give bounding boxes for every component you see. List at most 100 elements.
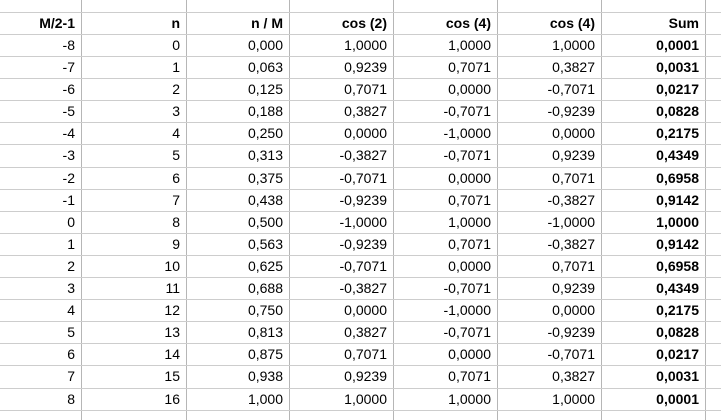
value-cell[interactable]: 0,3827 [290, 101, 394, 123]
value-cell[interactable]: 0,7071 [498, 255, 602, 278]
column-header[interactable]: n [82, 13, 187, 34]
value-cell[interactable]: 4 [82, 123, 187, 145]
value-cell[interactable]: 0,000 [187, 35, 290, 57]
value-cell[interactable]: 1,0000 [290, 388, 394, 410]
value-cell[interactable]: 0,688 [187, 278, 290, 300]
value-cell[interactable]: 0,3827 [290, 322, 394, 344]
value-cell[interactable]: -5 [0, 101, 82, 123]
value-cell[interactable]: -0,7071 [394, 145, 498, 167]
value-cell[interactable]: -7 [0, 57, 82, 79]
sum-cell[interactable]: 0,0031 [602, 57, 706, 79]
sum-cell[interactable]: 0,0001 [602, 35, 706, 57]
value-cell[interactable]: 12 [82, 300, 187, 322]
value-cell[interactable]: 0,7071 [290, 79, 394, 101]
value-cell[interactable]: 0 [0, 211, 82, 233]
value-cell[interactable]: 0,0000 [498, 300, 602, 322]
value-cell[interactable]: 0,188 [187, 101, 290, 123]
value-cell[interactable]: 0 [82, 35, 187, 57]
value-cell[interactable]: 1,0000 [394, 211, 498, 233]
value-cell[interactable]: -0,7071 [394, 101, 498, 123]
value-cell[interactable]: 6 [82, 167, 187, 189]
value-cell[interactable]: -0,7071 [290, 255, 394, 278]
value-cell[interactable]: 0,7071 [394, 57, 498, 79]
value-cell[interactable]: 0,875 [187, 344, 290, 366]
value-cell[interactable]: 0,938 [187, 366, 290, 388]
value-cell[interactable]: -0,9239 [498, 101, 602, 123]
value-cell[interactable]: -1,0000 [394, 123, 498, 145]
value-cell[interactable]: 0,063 [187, 57, 290, 79]
value-cell[interactable]: 5 [82, 145, 187, 167]
value-cell[interactable]: -1 [0, 189, 82, 211]
value-cell[interactable]: 1,0000 [498, 388, 602, 410]
value-cell[interactable]: 0,7071 [394, 233, 498, 255]
value-cell[interactable]: 0,500 [187, 211, 290, 233]
value-cell[interactable]: 14 [82, 344, 187, 366]
value-cell[interactable]: 3 [82, 101, 187, 123]
value-cell[interactable]: 0,313 [187, 145, 290, 167]
value-cell[interactable]: 0,0000 [394, 167, 498, 189]
value-cell[interactable]: 1,0000 [498, 35, 602, 57]
value-cell[interactable]: 1,0000 [394, 388, 498, 410]
value-cell[interactable]: 3 [0, 278, 82, 300]
sum-cell[interactable]: 0,4349 [602, 145, 706, 167]
value-cell[interactable]: 0,0000 [394, 255, 498, 278]
value-cell[interactable]: 7 [0, 366, 82, 388]
sum-cell[interactable]: 0,2175 [602, 300, 706, 322]
value-cell[interactable]: 0,625 [187, 255, 290, 278]
value-cell[interactable]: 13 [82, 322, 187, 344]
value-cell[interactable]: -0,3827 [290, 278, 394, 300]
value-cell[interactable]: 9 [82, 233, 187, 255]
value-cell[interactable]: 0,125 [187, 79, 290, 101]
value-cell[interactable]: -0,3827 [498, 233, 602, 255]
sum-cell[interactable]: 0,0001 [602, 388, 706, 410]
value-cell[interactable]: 0,3827 [498, 57, 602, 79]
value-cell[interactable]: 0,3827 [498, 366, 602, 388]
column-header[interactable]: cos (4) [394, 13, 498, 34]
value-cell[interactable]: -0,3827 [498, 189, 602, 211]
value-cell[interactable]: 0,813 [187, 322, 290, 344]
sum-cell[interactable]: 0,0828 [602, 322, 706, 344]
value-cell[interactable]: 0,563 [187, 233, 290, 255]
value-cell[interactable]: -1,0000 [290, 211, 394, 233]
value-cell[interactable]: -0,3827 [290, 145, 394, 167]
sum-cell[interactable]: 0,9142 [602, 189, 706, 211]
value-cell[interactable]: -0,7071 [498, 344, 602, 366]
value-cell[interactable]: 2 [82, 79, 187, 101]
sum-cell[interactable]: 0,6958 [602, 255, 706, 278]
value-cell[interactable]: -0,7071 [394, 278, 498, 300]
value-cell[interactable]: -4 [0, 123, 82, 145]
value-cell[interactable]: 0,0000 [290, 123, 394, 145]
value-cell[interactable]: 10 [82, 255, 187, 278]
value-cell[interactable]: 2 [0, 255, 82, 278]
column-header[interactable]: M/2-1 [0, 13, 82, 34]
value-cell[interactable]: -1,0000 [394, 300, 498, 322]
value-cell[interactable]: 15 [82, 366, 187, 388]
value-cell[interactable]: 8 [82, 211, 187, 233]
value-cell[interactable]: -1,0000 [498, 211, 602, 233]
value-cell[interactable]: -0,7071 [498, 79, 602, 101]
value-cell[interactable]: 0,250 [187, 123, 290, 145]
value-cell[interactable]: 0,7071 [394, 366, 498, 388]
sum-cell[interactable]: 0,2175 [602, 123, 706, 145]
value-cell[interactable]: 0,0000 [290, 300, 394, 322]
value-cell[interactable]: 0,0000 [394, 344, 498, 366]
value-cell[interactable]: 0,7071 [498, 167, 602, 189]
sum-cell[interactable]: 0,9142 [602, 233, 706, 255]
value-cell[interactable]: 0,375 [187, 167, 290, 189]
value-cell[interactable]: 16 [82, 388, 187, 410]
value-cell[interactable]: 0,0000 [394, 79, 498, 101]
value-cell[interactable]: -2 [0, 167, 82, 189]
sum-cell[interactable]: 0,0031 [602, 366, 706, 388]
sum-cell[interactable]: 0,4349 [602, 278, 706, 300]
value-cell[interactable]: -8 [0, 35, 82, 57]
value-cell[interactable]: 0,9239 [498, 145, 602, 167]
column-header[interactable]: n / M [187, 13, 290, 34]
value-cell[interactable]: -0,7071 [394, 322, 498, 344]
value-cell[interactable]: 11 [82, 278, 187, 300]
value-cell[interactable]: 0,9239 [498, 278, 602, 300]
value-cell[interactable]: 0,750 [187, 300, 290, 322]
sum-cell[interactable]: 0,6958 [602, 167, 706, 189]
sum-cell[interactable]: 0,0217 [602, 79, 706, 101]
value-cell[interactable]: -6 [0, 79, 82, 101]
value-cell[interactable]: -0,7071 [290, 167, 394, 189]
